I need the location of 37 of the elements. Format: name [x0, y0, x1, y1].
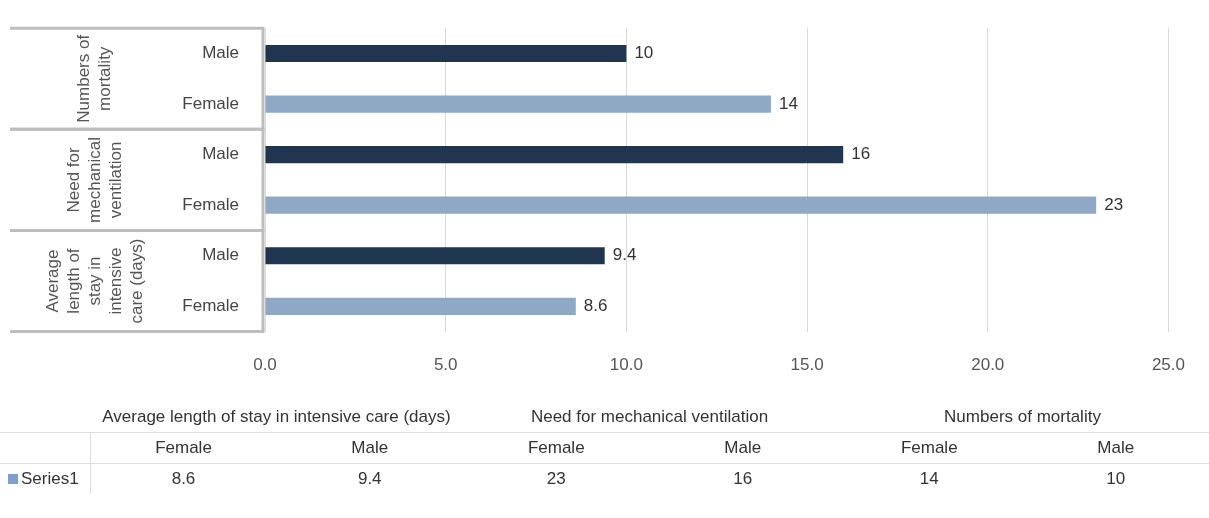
text: 8.6 [171, 469, 196, 488]
data-label: 10 [634, 43, 654, 63]
category-label: Female [900, 438, 958, 457]
y-tick-label: Female [182, 296, 239, 315]
category-label: Male [724, 438, 762, 457]
y-tick-label: Female [182, 194, 239, 214]
x-tick-label: 10.0 [609, 355, 643, 375]
y-tick-label: Female [182, 93, 239, 113]
text: Average length of stay in intensive care (days) [101, 406, 452, 428]
y-tick-label: Male [202, 245, 239, 265]
data-label: 16 [851, 144, 871, 164]
data-label: 8.6 [583, 296, 608, 315]
x-tick-label: 25.0 [1151, 355, 1185, 375]
x-tick-label: 15.0 [790, 355, 824, 375]
text: Numbers of mortality [74, 34, 115, 123]
text: Numbers of mortality [943, 406, 1102, 428]
category-label: Male [351, 438, 389, 457]
legend-label: Series1 [0, 463, 90, 494]
text: 14 [919, 469, 939, 488]
text: Need for mechanical ventilation [63, 136, 125, 223]
category-label: Male [1097, 438, 1135, 457]
text: 16 [733, 469, 753, 488]
text: 10 [1106, 469, 1126, 488]
data-label: 9.4 [612, 245, 637, 265]
x-tick-label: 0.0 [253, 355, 277, 375]
text: Need for mechanical ventilation [529, 406, 770, 428]
category-label: Female [155, 438, 212, 457]
y-tick-label: Male [202, 43, 239, 63]
data-label: 23 [1104, 194, 1124, 214]
y-tick-label: Male [202, 144, 239, 164]
x-tick-label: 20.0 [971, 355, 1005, 375]
text: 23 [546, 469, 566, 488]
category-label: Female [527, 438, 585, 457]
text: Average length of stay in intensive care (days) [42, 238, 146, 324]
data-label: 14 [778, 93, 798, 113]
x-tick-label: 5.0 [433, 355, 458, 375]
text: 9.4 [357, 469, 382, 488]
